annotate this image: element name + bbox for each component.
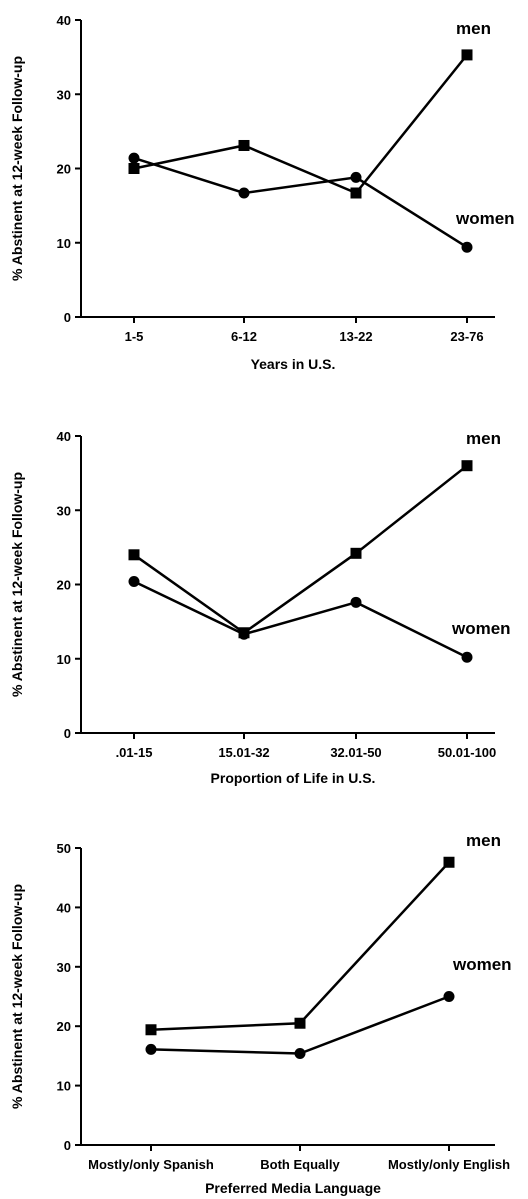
point-men [294,1017,306,1029]
point-women [145,1043,157,1055]
point-men [461,460,473,472]
y-tick-label: 30 [57,503,71,518]
series-line-men [150,861,450,1032]
series-label-women: women [451,619,511,638]
point-men [238,139,250,151]
x-axis-label: Proportion of Life in U.S. [211,770,376,786]
y-tick-label: 0 [64,1138,71,1153]
series-line-women [133,580,468,659]
y-tick-label: 40 [57,900,71,915]
chart-panel-3: 0 10 20 30 40 50 Mostly/only Spanish Both Equal… [9,831,512,1196]
x-axis-label: Preferred Media Language [205,1180,381,1196]
series-line-men [133,464,468,635]
x-tick-label: 32.01-50 [330,745,381,760]
point-men [128,549,140,561]
x-tick-label: 6-12 [231,329,257,344]
y-axis-label: % Abstinent at 12-week Follow-up [9,884,25,1109]
y-tick-label: 30 [57,87,71,102]
point-women [461,241,473,253]
chart-panel-2: 0 10 20 30 40 .01-15 15.01-32 32.01-50 50.01-100… [9,429,511,786]
point-women [350,171,362,183]
y-tick-label: 20 [57,162,71,177]
y-tick-label: 10 [57,652,71,667]
point-women [443,991,455,1002]
point-women [350,596,362,608]
point-men [128,163,140,174]
y-tick-label: 0 [64,726,71,741]
y-axis-label: % Abstinent at 12-week Follow-up [9,472,25,697]
y-tick-label: 10 [57,1079,71,1094]
point-women [238,187,250,199]
chart-panel-1: 0 10 20 30 40 1-5 6-12 13-22 23-76 Years in U.S.%… [9,13,515,372]
x-axis-label: Years in U.S. [251,356,336,372]
series-label-men: men [466,831,501,850]
x-tick-label: Mostly/only Spanish [88,1157,214,1172]
series-line-men [133,54,468,195]
point-men [350,187,362,199]
y-tick-label: 20 [57,1019,71,1034]
point-women [461,651,473,663]
x-tick-label: .01-15 [116,745,153,760]
x-tick-label: 13-22 [339,329,372,344]
y-tick-label: 0 [64,310,71,325]
point-women [128,152,140,164]
y-tick-label: 50 [57,841,71,856]
x-tick-label: 23-76 [450,329,483,344]
x-tick-label: 1-5 [125,329,144,344]
x-tick-label: 50.01-100 [438,745,497,760]
y-tick-label: 10 [57,236,71,251]
x-tick-label: 15.01-32 [218,745,269,760]
series-line-women [133,156,468,249]
y-tick-label: 20 [57,578,71,593]
y-tick-label: 40 [57,429,71,444]
y-tick-label: 40 [57,13,71,28]
series-label-men: men [456,19,491,38]
point-men [145,1024,157,1036]
point-men [350,547,362,559]
point-women [128,576,140,588]
point-women [294,1048,306,1060]
point-men [461,49,473,61]
x-tick-label: Mostly/only English [388,1157,510,1172]
point-women [238,628,250,640]
point-men [443,856,455,868]
x-tick-label: Both Equally [260,1157,340,1172]
y-axis-label: % Abstinent at 12-week Follow-up [9,56,25,281]
series-label-women: women [452,955,512,974]
series-label-men: men [466,429,501,448]
series-label-women: women [455,209,515,228]
y-tick-label: 30 [57,960,71,975]
